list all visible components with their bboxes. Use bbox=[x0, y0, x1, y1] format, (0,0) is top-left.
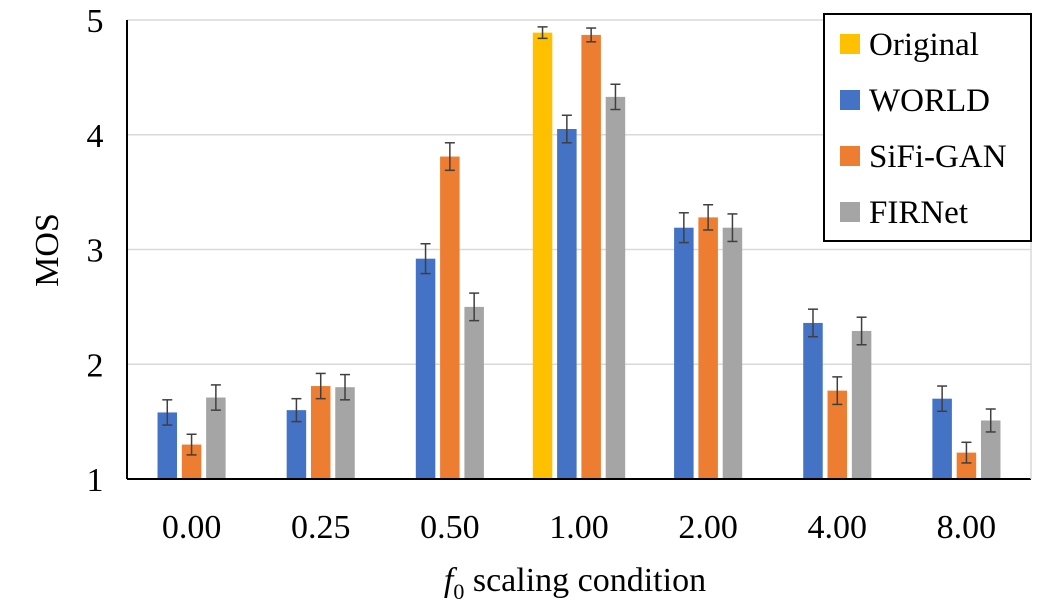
x-tick-label: 8.00 bbox=[937, 509, 997, 546]
error-bar bbox=[832, 376, 843, 406]
y-tick-label: 1 bbox=[87, 462, 104, 499]
legend: Original WORLD SiFi-GAN FIRNet bbox=[823, 13, 1032, 242]
error-bar bbox=[937, 385, 948, 413]
error-bar bbox=[561, 114, 572, 144]
error-bar bbox=[469, 292, 480, 322]
bar-world-2.00 bbox=[674, 227, 694, 479]
bar-world-0.00 bbox=[157, 412, 178, 479]
x-axis-title-subscript: 0 bbox=[453, 579, 464, 600]
error-bar bbox=[961, 441, 972, 464]
bar-firnet-0.50 bbox=[464, 306, 484, 479]
bar-sifi-gan-0.25 bbox=[310, 386, 331, 479]
bar-sifi-gan-4.00 bbox=[827, 390, 848, 479]
error-bar bbox=[856, 316, 867, 346]
error-bar bbox=[315, 372, 326, 400]
bar-firnet-8.00 bbox=[980, 420, 1001, 479]
bar-sifi-gan-0.50 bbox=[440, 156, 460, 480]
legend-label: Original bbox=[869, 27, 979, 63]
error-bar bbox=[210, 384, 221, 411]
legend-swatch-sifi-gan bbox=[840, 146, 860, 166]
x-tick-label: 0.50 bbox=[420, 509, 480, 546]
legend-swatch-world bbox=[840, 90, 860, 110]
error-bar bbox=[162, 399, 173, 426]
bar-firnet-4.00 bbox=[851, 330, 872, 479]
error-bar bbox=[727, 213, 738, 243]
error-bar bbox=[586, 27, 597, 43]
legend-label: FIRNet bbox=[869, 195, 968, 231]
x-tick-label: 1.00 bbox=[549, 509, 609, 546]
bar-firnet-2.00 bbox=[722, 227, 743, 479]
error-bar bbox=[678, 212, 689, 244]
error-bar bbox=[537, 26, 548, 40]
error-bar bbox=[703, 203, 714, 231]
error-bar bbox=[444, 142, 455, 172]
y-tick-label: 2 bbox=[87, 347, 104, 384]
bar-world-0.50 bbox=[415, 258, 436, 479]
y-tick-labels: 1 2 3 4 5 bbox=[87, 3, 104, 499]
legend-swatch-firnet bbox=[840, 202, 860, 222]
legend-swatch-original bbox=[840, 34, 860, 54]
bar-world-4.00 bbox=[803, 322, 823, 479]
x-tick-label: 0.25 bbox=[291, 509, 351, 546]
bar-world-0.25 bbox=[286, 410, 307, 479]
error-bar bbox=[186, 433, 197, 456]
x-tick-label: 0.00 bbox=[162, 509, 222, 546]
bar-world-1.00 bbox=[557, 129, 577, 479]
x-tick-labels: 0.00 0.25 0.50 1.00 2.00 4.00 8.00 bbox=[162, 509, 996, 546]
legend-label: SiFi-GAN bbox=[869, 139, 1007, 175]
bar-sifi-gan-1.00 bbox=[581, 34, 601, 479]
bar-firnet-1.00 bbox=[605, 96, 626, 479]
error-bar bbox=[340, 373, 351, 401]
error-bar bbox=[420, 243, 431, 275]
x-axis-title-text: scaling condition bbox=[464, 562, 706, 599]
error-bar bbox=[610, 83, 621, 111]
bars bbox=[157, 26, 1001, 480]
legend-label: WORLD bbox=[869, 83, 990, 119]
bar-firnet-0.25 bbox=[335, 387, 355, 479]
bar-world-8.00 bbox=[932, 398, 952, 479]
y-tick-label: 5 bbox=[87, 3, 104, 40]
bar-original-1.00 bbox=[532, 32, 553, 480]
y-axis-title: MOS bbox=[29, 213, 66, 287]
x-tick-label: 2.00 bbox=[678, 509, 738, 546]
x-axis-title: f0 scaling condition bbox=[444, 562, 706, 600]
bar-sifi-gan-8.00 bbox=[956, 452, 977, 479]
y-tick-label: 3 bbox=[87, 233, 104, 270]
error-bar bbox=[291, 397, 302, 423]
error-bar bbox=[807, 308, 818, 338]
bar-sifi-gan-0.00 bbox=[181, 444, 202, 479]
error-bar bbox=[985, 408, 996, 433]
bar-firnet-0.00 bbox=[206, 397, 226, 479]
x-tick-label: 4.00 bbox=[808, 509, 868, 546]
bar-sifi-gan-2.00 bbox=[698, 217, 718, 479]
y-tick-label: 4 bbox=[87, 118, 104, 155]
